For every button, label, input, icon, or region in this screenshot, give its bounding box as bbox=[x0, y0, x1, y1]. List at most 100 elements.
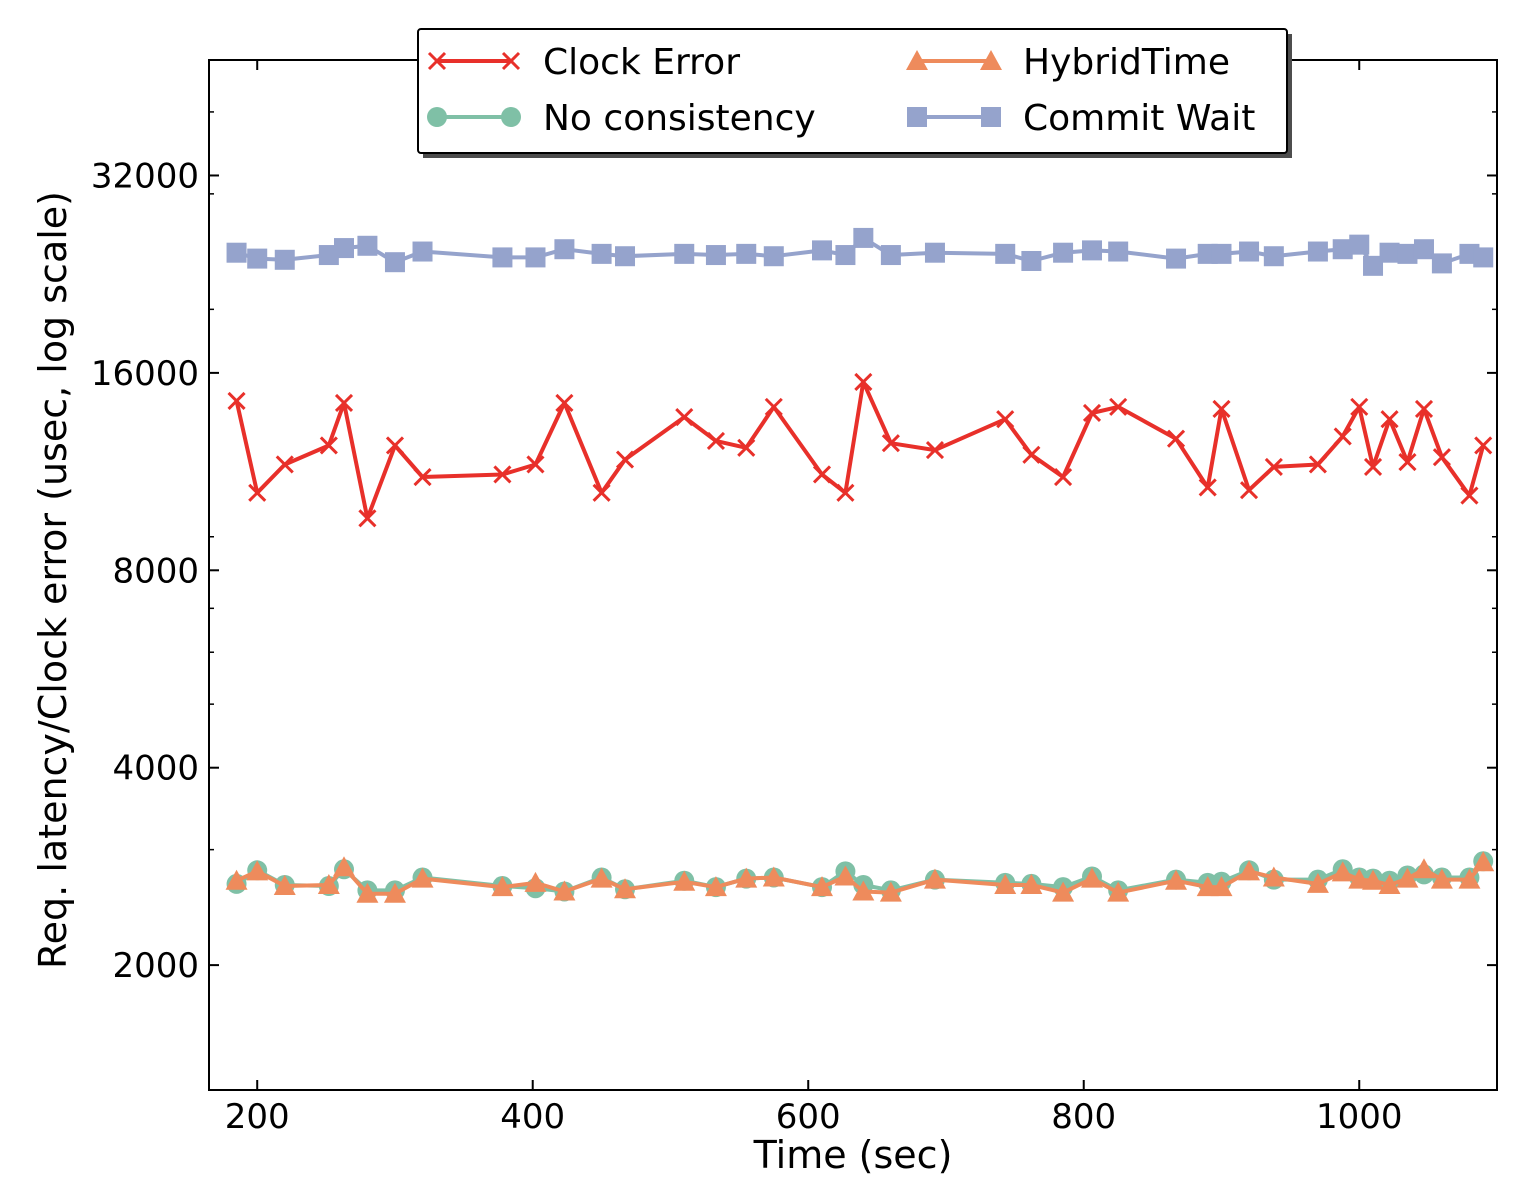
data-point-commit-wait bbox=[615, 246, 636, 267]
legend-marker bbox=[501, 51, 521, 71]
data-point-clock-error bbox=[925, 441, 945, 460]
data-point-clock-error bbox=[493, 465, 512, 484]
data-point-commit-wait bbox=[525, 247, 546, 268]
legend-label: Clock Error bbox=[543, 42, 740, 83]
x-tick-label: 600 bbox=[776, 1097, 841, 1137]
y-tick-label: 32000 bbox=[91, 156, 199, 196]
data-point-hybridtime bbox=[614, 878, 637, 899]
data-point-clock-error bbox=[319, 436, 338, 455]
data-point-commit-wait bbox=[1082, 240, 1103, 261]
data-point-hybridtime bbox=[1348, 868, 1371, 889]
data-point-clock-error bbox=[737, 438, 756, 457]
data-point-hybridtime bbox=[383, 882, 406, 903]
legend: Clock Error No consistency HybridTime Commi… bbox=[417, 28, 1292, 158]
legend-marker bbox=[427, 107, 447, 127]
data-point-clock-error bbox=[227, 391, 246, 410]
data-point-hybridtime bbox=[1052, 881, 1075, 902]
legend-marker bbox=[501, 107, 521, 127]
data-point-commit-wait bbox=[736, 243, 757, 264]
data-point-clock-error bbox=[1308, 455, 1327, 474]
data-point-hybridtime bbox=[1472, 851, 1495, 872]
data-point-clock-error bbox=[1264, 457, 1283, 476]
data-point-hybridtime bbox=[834, 865, 857, 886]
data-point-clock-error bbox=[764, 397, 783, 416]
legend-label: Commit Wait bbox=[1023, 98, 1255, 139]
data-point-commit-wait bbox=[1263, 246, 1284, 267]
data-point-hybridtime bbox=[923, 868, 946, 889]
data-point-clock-error bbox=[1022, 445, 1041, 464]
data-point-clock-error bbox=[1212, 399, 1231, 418]
data-point-commit-wait bbox=[1021, 250, 1042, 271]
data-point-hybridtime bbox=[491, 876, 514, 897]
x-tick-label: 200 bbox=[225, 1097, 290, 1137]
data-point-clock-error bbox=[1432, 448, 1451, 467]
data-point-hybridtime bbox=[1020, 873, 1043, 894]
data-point-clock-error bbox=[1350, 397, 1369, 416]
data-point-clock-error bbox=[555, 393, 574, 412]
data-point-hybridtime bbox=[1210, 876, 1233, 897]
data-point-commit-wait bbox=[384, 252, 405, 273]
data-point-commit-wait bbox=[318, 245, 339, 266]
data-point-commit-wait bbox=[1363, 255, 1384, 276]
data-point-clock-error bbox=[1474, 436, 1493, 455]
data-point-clock-error bbox=[1109, 397, 1128, 416]
data-point-hybridtime bbox=[317, 873, 340, 894]
data-point-commit-wait bbox=[1473, 247, 1494, 268]
data-point-clock-error bbox=[675, 408, 694, 427]
data-point-commit-wait bbox=[763, 246, 784, 267]
y-tick-label: 16000 bbox=[91, 354, 199, 394]
data-point-commit-wait bbox=[835, 245, 856, 266]
x-tick-label: 1000 bbox=[1316, 1097, 1403, 1137]
data-point-hybridtime bbox=[704, 876, 727, 897]
data-point-hybridtime bbox=[1331, 861, 1354, 882]
data-point-hybridtime bbox=[356, 882, 379, 903]
data-point-commit-wait bbox=[492, 247, 513, 268]
legend-item-no-consistency: No consistency bbox=[427, 98, 816, 139]
legend-marker bbox=[906, 50, 928, 70]
data-point-clock-error bbox=[358, 509, 377, 528]
data-point-clock-error bbox=[836, 483, 855, 502]
data-point-commit-wait bbox=[247, 248, 268, 269]
data-point-commit-wait bbox=[1307, 241, 1328, 262]
series-clock-error bbox=[227, 372, 1493, 528]
data-point-clock-error bbox=[706, 431, 725, 450]
series-hybridtime bbox=[225, 851, 1495, 903]
data-point-commit-wait bbox=[591, 243, 612, 264]
legend-item-commit-wait: Commit Wait bbox=[907, 98, 1255, 139]
data-point-hybridtime bbox=[1196, 876, 1219, 897]
data-point-clock-error bbox=[1054, 467, 1073, 487]
legend-label: No consistency bbox=[543, 98, 816, 139]
legend-label: HybridTime bbox=[1023, 42, 1230, 83]
legend-marker bbox=[427, 51, 447, 71]
data-point-clock-error bbox=[334, 393, 354, 412]
x-axis-label: Time (sec) bbox=[753, 1133, 953, 1177]
data-point-commit-wait bbox=[1053, 242, 1074, 263]
data-point-hybridtime bbox=[1165, 869, 1188, 890]
data-point-clock-error bbox=[592, 483, 611, 502]
data-point-commit-wait bbox=[554, 239, 575, 260]
data-point-commit-wait bbox=[1166, 248, 1187, 269]
data-point-hybridtime bbox=[553, 880, 576, 901]
data-point-commit-wait bbox=[1349, 234, 1370, 255]
data-point-hybridtime bbox=[1362, 869, 1385, 890]
data-point-hybridtime bbox=[590, 867, 613, 888]
y-tick-label: 2000 bbox=[112, 946, 199, 986]
data-point-clock-error bbox=[881, 434, 900, 453]
data-point-clock-error bbox=[1333, 427, 1352, 446]
data-point-commit-wait bbox=[357, 235, 378, 256]
data-point-hybridtime bbox=[1081, 867, 1104, 888]
y-axis-label: Req. latency/Clock error (usec, log scal… bbox=[31, 191, 75, 969]
data-point-clock-error bbox=[1082, 403, 1102, 423]
data-point-commit-wait bbox=[880, 245, 901, 266]
data-point-hybridtime bbox=[246, 860, 269, 881]
legend-item-clock-error: Clock Error bbox=[427, 42, 740, 83]
data-point-commit-wait bbox=[333, 238, 354, 259]
data-point-commit-wait bbox=[995, 243, 1016, 264]
data-point-clock-error bbox=[526, 455, 545, 474]
data-point-clock-error bbox=[385, 436, 405, 455]
data-point-commit-wait bbox=[1379, 242, 1400, 263]
data-point-commit-wait bbox=[412, 241, 433, 262]
legend-marker bbox=[981, 107, 1001, 127]
data-point-hybridtime bbox=[1430, 868, 1453, 889]
data-point-hybridtime bbox=[1378, 873, 1401, 894]
